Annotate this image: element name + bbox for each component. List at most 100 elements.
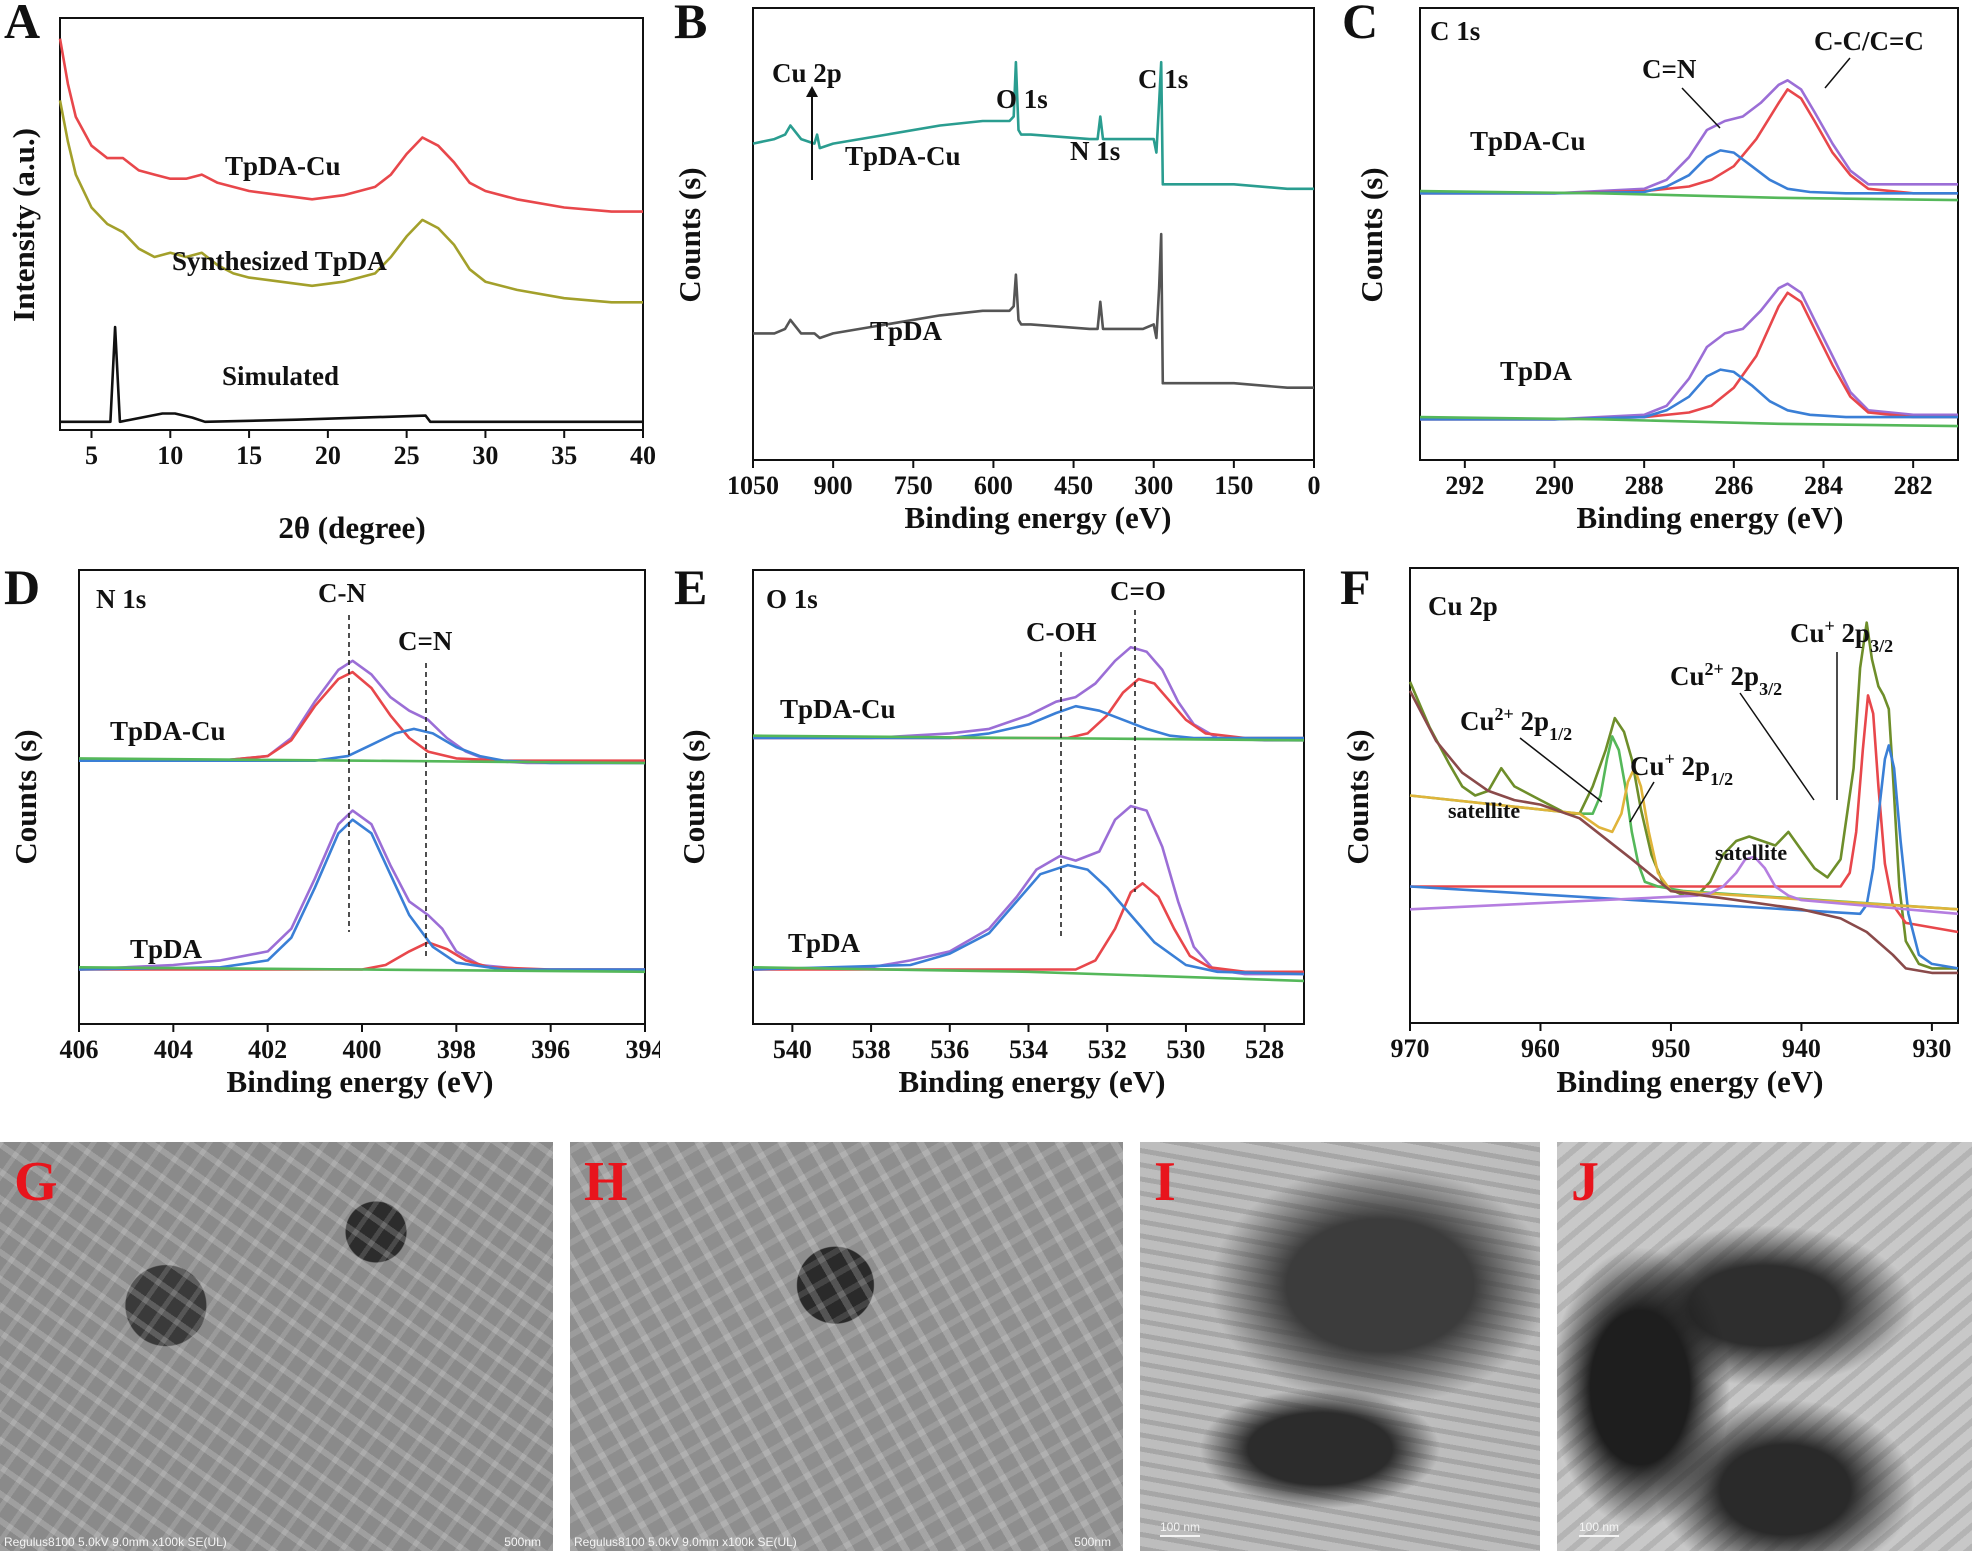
panel-c-leader-cc	[1824, 57, 1851, 89]
micrograph-g-scale: 500nm	[504, 1535, 541, 1549]
panel-b-series-0	[752, 60, 1314, 191]
panel-c-xtick-label-4: 284	[1804, 471, 1843, 500]
panel-f-label-satellite-1: satellite	[1448, 798, 1520, 823]
panel-c-series-3	[1419, 189, 1959, 202]
panel-c-title: C 1s	[1430, 16, 1480, 46]
panel-e-svg: E 540 538 536 534 532 530 528 O 1s C-OH C=O Tp…	[674, 560, 1305, 1099]
panel-a-label-tpda-cu: TpDA-Cu	[225, 151, 341, 181]
micrograph-j-scale: 100 nm	[1579, 1520, 1620, 1537]
micrograph-g-letter: G	[14, 1151, 58, 1213]
panel-a-xtick-label-6: 35	[551, 441, 577, 470]
panel-b: B 1050 900 750 600 450 300 150 0 Cu 2p O 1s N 1…	[660, 0, 1330, 560]
panel-c: C 292 290 288 286 284 282 C 1s C=N C-C/C=C Tp…	[1330, 0, 1972, 560]
panel-b-xtick-label-4: 450	[1054, 471, 1093, 500]
micrograph-i: I 100 nm	[1140, 1142, 1540, 1551]
panel-a-series-2	[60, 325, 643, 424]
panel-d-ylabel: Counts (s)	[8, 729, 43, 864]
panel-c-xtick-label-1: 290	[1535, 471, 1574, 500]
micrograph-h-scale: 500nm	[1074, 1535, 1111, 1549]
panel-d-xlabel: Binding energy (eV)	[227, 1064, 494, 1099]
panel-d-xtick-label-1: 404	[154, 1035, 193, 1064]
panel-b-xtick-label-5: 300	[1134, 471, 1173, 500]
panel-f-xtick-label-3: 940	[1782, 1034, 1821, 1063]
panel-a-ylabel: Intensity (a.u.)	[6, 128, 41, 322]
panel-f-series-4	[1409, 766, 1959, 911]
panel-d-label-cn2: C=N	[398, 626, 453, 656]
panel-c-frame	[1419, 7, 1959, 461]
panel-f-series-3	[1409, 735, 1959, 911]
micrograph-i-scale: 100 nm	[1160, 1520, 1201, 1537]
panel-e-series-3	[752, 734, 1305, 742]
panel-d-label-cn1: C-N	[318, 578, 366, 608]
panel-b-label-n1s: N 1s	[1070, 136, 1120, 166]
panel-f-xtick-label-2: 950	[1651, 1034, 1690, 1063]
panel-a-xtick-label-0: 5	[85, 441, 98, 470]
micrograph-h: H Regulus8100 5.0kV 9.0mm x100k SE(UL) 5…	[570, 1142, 1123, 1551]
micrograph-h-letter: H	[584, 1151, 628, 1213]
panel-b-xtick-label-7: 0	[1308, 471, 1321, 500]
panel-e-series-2	[753, 704, 1304, 740]
panel-e-xtick-label-6: 528	[1245, 1035, 1284, 1064]
panel-b-xlabel: Binding energy (eV)	[905, 500, 1172, 535]
panel-c-ylabel: Counts (s)	[1354, 167, 1389, 302]
panel-f-title: Cu 2p	[1428, 591, 1498, 621]
panel-a: A 5 10 15 20 25 30 35 40 TpDA-Cu Synthesized Tp…	[0, 0, 660, 560]
panel-e-series-6	[752, 863, 1305, 976]
panel-c-xtick-label-2: 288	[1625, 471, 1664, 500]
micrograph-h-caption: Regulus8100 5.0kV 9.0mm x100k SE(UL)	[574, 1535, 797, 1549]
panel-a-svg: A 5 10 15 20 25 30 35 40 TpDA-Cu Synthesized Tp…	[4, 0, 656, 545]
panel-e-title: O 1s	[766, 584, 818, 614]
panel-f-leader-cu2p12	[1519, 737, 1603, 803]
panel-f-label-cup12: Cu+ 2p1/2	[1630, 749, 1733, 789]
panel-a-letter: A	[4, 0, 40, 49]
panel-f-ylabel: Counts (s)	[1340, 729, 1375, 864]
panel-e-letter: E	[674, 560, 707, 615]
panel-c-svg: C 292 290 288 286 284 282 C 1s C=N C-C/C=C Tp…	[1342, 0, 1959, 535]
panel-d-xtick-label-5: 396	[531, 1035, 570, 1064]
panel-e-label-coh: C-OH	[1026, 617, 1097, 647]
panel-d-xtick-label-3: 400	[343, 1035, 382, 1064]
panel-c-letter: C	[1342, 0, 1378, 49]
panel-e-label-tpda-cu: TpDA-Cu	[780, 694, 896, 724]
panel-b-label-cu2p: Cu 2p	[772, 58, 842, 88]
micrograph-i-letter: I	[1154, 1151, 1176, 1213]
panel-b-label-tpda: TpDA	[870, 316, 943, 346]
panel-d-label-tpda: TpDA	[130, 934, 203, 964]
panel-d-series-6	[78, 818, 645, 971]
panel-a-xtick-label-1: 10	[157, 441, 183, 470]
panel-d-series-0	[79, 659, 645, 765]
panel-e-label-tpda: TpDA	[788, 928, 861, 958]
panel-b-label-o1s: O 1s	[996, 84, 1048, 114]
panel-d-xtick-label-0: 406	[60, 1035, 99, 1064]
panel-c-label-cc: C-C/C=C	[1814, 26, 1924, 56]
panel-c-series-6	[1420, 368, 1958, 421]
panel-d-series-1	[79, 670, 645, 762]
panel-c-leader-cn	[1681, 87, 1721, 129]
panel-f-xtick-label-0: 970	[1391, 1034, 1430, 1063]
panel-e-series-4	[752, 804, 1304, 976]
panel-c-label-tpda: TpDA	[1500, 356, 1573, 386]
panel-e-series-1	[753, 677, 1304, 740]
panel-e-xtick-label-1: 538	[852, 1035, 891, 1064]
panel-e-xtick-label-2: 536	[930, 1035, 969, 1064]
panel-b-xtick-label-1: 900	[814, 471, 853, 500]
panel-e-series-7	[752, 966, 1305, 983]
panel-a-xtick-label-7: 40	[630, 441, 656, 470]
panel-c-label-cn: C=N	[1642, 54, 1697, 84]
panel-d-series-7	[78, 966, 646, 974]
panel-b-xtick-label-6: 150	[1214, 471, 1253, 500]
panel-a-series-1	[58, 100, 643, 304]
panel-f-xtick-label-4: 930	[1912, 1034, 1951, 1063]
panel-c-series-7	[1419, 415, 1959, 428]
panel-c-series-5	[1420, 291, 1958, 421]
panel-f-label-cup32: Cu+ 2p3/2	[1790, 616, 1893, 656]
panel-f-label-satellite-2: satellite	[1715, 840, 1787, 865]
panel-d-label-tpda-cu: TpDA-Cu	[110, 716, 226, 746]
panel-b-xtick-label-0: 1050	[727, 471, 779, 500]
panel-b-label-tpda-cu: TpDA-Cu	[845, 141, 961, 171]
panel-c-series-2	[1420, 149, 1958, 195]
panel-a-series-0	[58, 38, 643, 213]
panel-e-xtick-label-4: 532	[1088, 1035, 1127, 1064]
panel-c-series-0	[1420, 79, 1958, 195]
panel-b-frame	[752, 7, 1315, 461]
